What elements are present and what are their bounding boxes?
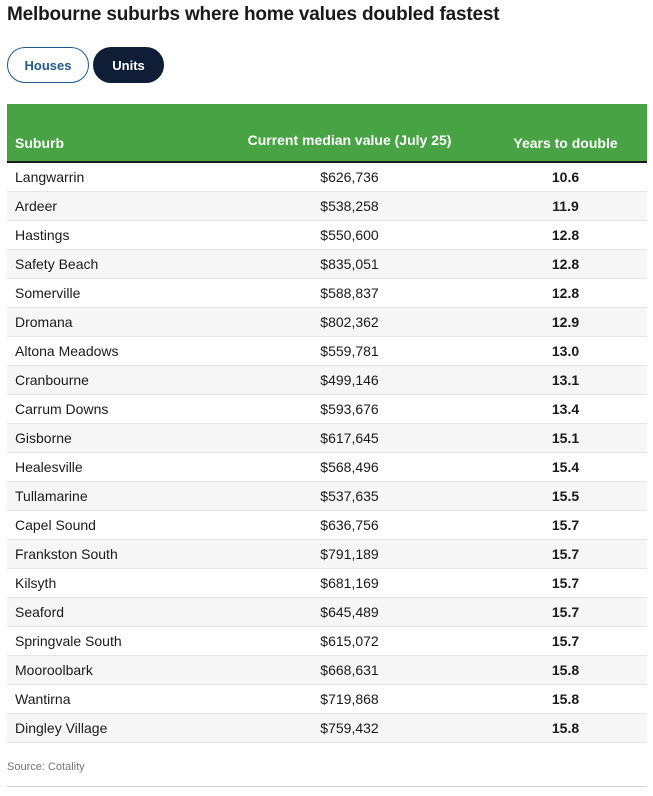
cell-years-to-double: 10.6: [551, 169, 580, 185]
cell-suburb: Dingley Village: [15, 720, 108, 736]
units-tab-button[interactable]: Units: [93, 47, 164, 83]
cell-years-to-double: 15.7: [551, 633, 580, 649]
cell-suburb: Somerville: [15, 285, 81, 301]
cell-years-to-double: 15.7: [551, 575, 580, 591]
table-row: Gisborne $617,645 15.1: [7, 424, 647, 453]
cell-median-value: $626,736: [320, 169, 379, 185]
cell-suburb: Seaford: [15, 604, 65, 620]
cell-years-to-double: 11.9: [552, 198, 579, 214]
cell-suburb: Cranbourne: [15, 372, 89, 388]
table-row: Seaford $645,489 15.7: [7, 598, 647, 627]
cell-suburb: Frankston South: [15, 546, 118, 562]
cell-suburb: Wantirna: [15, 691, 71, 707]
cell-suburb: Altona Meadows: [15, 343, 119, 359]
table-body: Langwarrin $626,736 10.6 Ardeer $538,258 11.9…: [7, 163, 647, 743]
cell-suburb: Healesville: [15, 459, 83, 475]
cell-suburb: Gisborne: [15, 430, 72, 446]
table-row: Wantirna $719,868 15.8: [7, 685, 647, 714]
cell-years-to-double: 13.4: [551, 401, 580, 417]
cell-suburb: Tullamarine: [15, 488, 88, 504]
table-row: Hastings $550,600 12.8: [7, 221, 647, 250]
cell-years-to-double: 15.8: [551, 691, 580, 707]
cell-median-value: $550,600: [320, 227, 379, 243]
cell-years-to-double: 12.9: [551, 314, 580, 330]
table-row: Frankston South $791,189 15.7: [7, 540, 647, 569]
header-years-to-double: Years to double: [513, 135, 618, 151]
cell-years-to-double: 15.7: [551, 517, 580, 533]
cell-median-value: $835,051: [320, 256, 379, 272]
table-row: Ardeer $538,258 11.9: [7, 192, 647, 221]
cell-years-to-double: 15.7: [551, 604, 580, 620]
cell-years-to-double: 13.1: [551, 372, 580, 388]
cell-median-value: $719,868: [320, 691, 379, 707]
cell-suburb: Langwarrin: [15, 169, 85, 185]
cell-median-value: $499,146: [320, 372, 379, 388]
table-row: Springvale South $615,072 15.7: [7, 627, 647, 656]
cell-years-to-double: 15.1: [551, 430, 580, 446]
cell-years-to-double: 12.8: [551, 256, 580, 272]
header-median-value: Current median value (July 25): [247, 132, 452, 148]
cell-years-to-double: 15.7: [551, 546, 580, 562]
houses-tab-button[interactable]: Houses: [7, 47, 89, 83]
table-row: Mooroolbark $668,631 15.8: [7, 656, 647, 685]
cell-median-value: $538,258: [320, 198, 379, 214]
table-row: Capel Sound $636,756 15.7: [7, 511, 647, 540]
table-row: Somerville $588,837 12.8: [7, 279, 647, 308]
cell-median-value: $537,635: [320, 488, 379, 504]
cell-years-to-double: 13.0: [551, 343, 580, 359]
suburbs-table: Suburb Current median value (July 25) Ye…: [7, 104, 647, 743]
cell-years-to-double: 12.8: [551, 285, 580, 301]
table-row: Langwarrin $626,736 10.6: [7, 163, 647, 192]
cell-suburb: Mooroolbark: [15, 662, 93, 678]
bottom-divider: [7, 786, 647, 787]
table-row: Kilsyth $681,169 15.7: [7, 569, 647, 598]
cell-median-value: $615,072: [320, 633, 379, 649]
table-row: Altona Meadows $559,781 13.0: [7, 337, 647, 366]
table-header: Suburb Current median value (July 25) Ye…: [7, 104, 647, 161]
cell-suburb: Safety Beach: [15, 256, 99, 272]
cell-suburb: Capel Sound: [15, 517, 96, 533]
cell-years-to-double: 15.4: [551, 459, 580, 475]
cell-median-value: $791,189: [320, 546, 379, 562]
cell-median-value: $636,756: [320, 517, 379, 533]
cell-suburb: Dromana: [15, 314, 73, 330]
cell-years-to-double: 15.5: [551, 488, 580, 504]
cell-median-value: $681,169: [320, 575, 379, 591]
cell-suburb: Springvale South: [15, 633, 122, 649]
cell-median-value: $617,645: [320, 430, 379, 446]
header-divider: [7, 161, 647, 163]
cell-median-value: $593,676: [320, 401, 379, 417]
page-title: Melbourne suburbs where home values doub…: [7, 4, 500, 25]
cell-median-value: $802,362: [320, 314, 379, 330]
cell-suburb: Kilsyth: [15, 575, 57, 591]
table-row: Dromana $802,362 12.9: [7, 308, 647, 337]
cell-years-to-double: 15.8: [551, 720, 580, 736]
table-row: Cranbourne $499,146 13.1: [7, 366, 647, 395]
cell-years-to-double: 12.8: [551, 227, 580, 243]
source-note: Source: Cotality: [7, 761, 85, 773]
cell-years-to-double: 15.8: [551, 662, 580, 678]
table-row: Healesville $568,496 15.4: [7, 453, 647, 482]
cell-median-value: $559,781: [320, 343, 379, 359]
cell-median-value: $645,489: [320, 604, 379, 620]
table-row: Carrum Downs $593,676 13.4: [7, 395, 647, 424]
cell-median-value: $759,432: [320, 720, 379, 736]
cell-median-value: $668,631: [320, 662, 379, 678]
table-row: Tullamarine $537,635 15.5: [7, 482, 647, 511]
cell-median-value: $588,837: [320, 285, 379, 301]
cell-median-value: $568,496: [320, 459, 379, 475]
header-suburb: Suburb: [15, 135, 64, 151]
cell-suburb: Hastings: [15, 227, 70, 243]
cell-suburb: Carrum Downs: [15, 401, 109, 417]
table-row: Dingley Village $759,432 15.8: [7, 714, 647, 743]
table-row: Safety Beach $835,051 12.8: [7, 250, 647, 279]
cell-suburb: Ardeer: [15, 198, 58, 214]
